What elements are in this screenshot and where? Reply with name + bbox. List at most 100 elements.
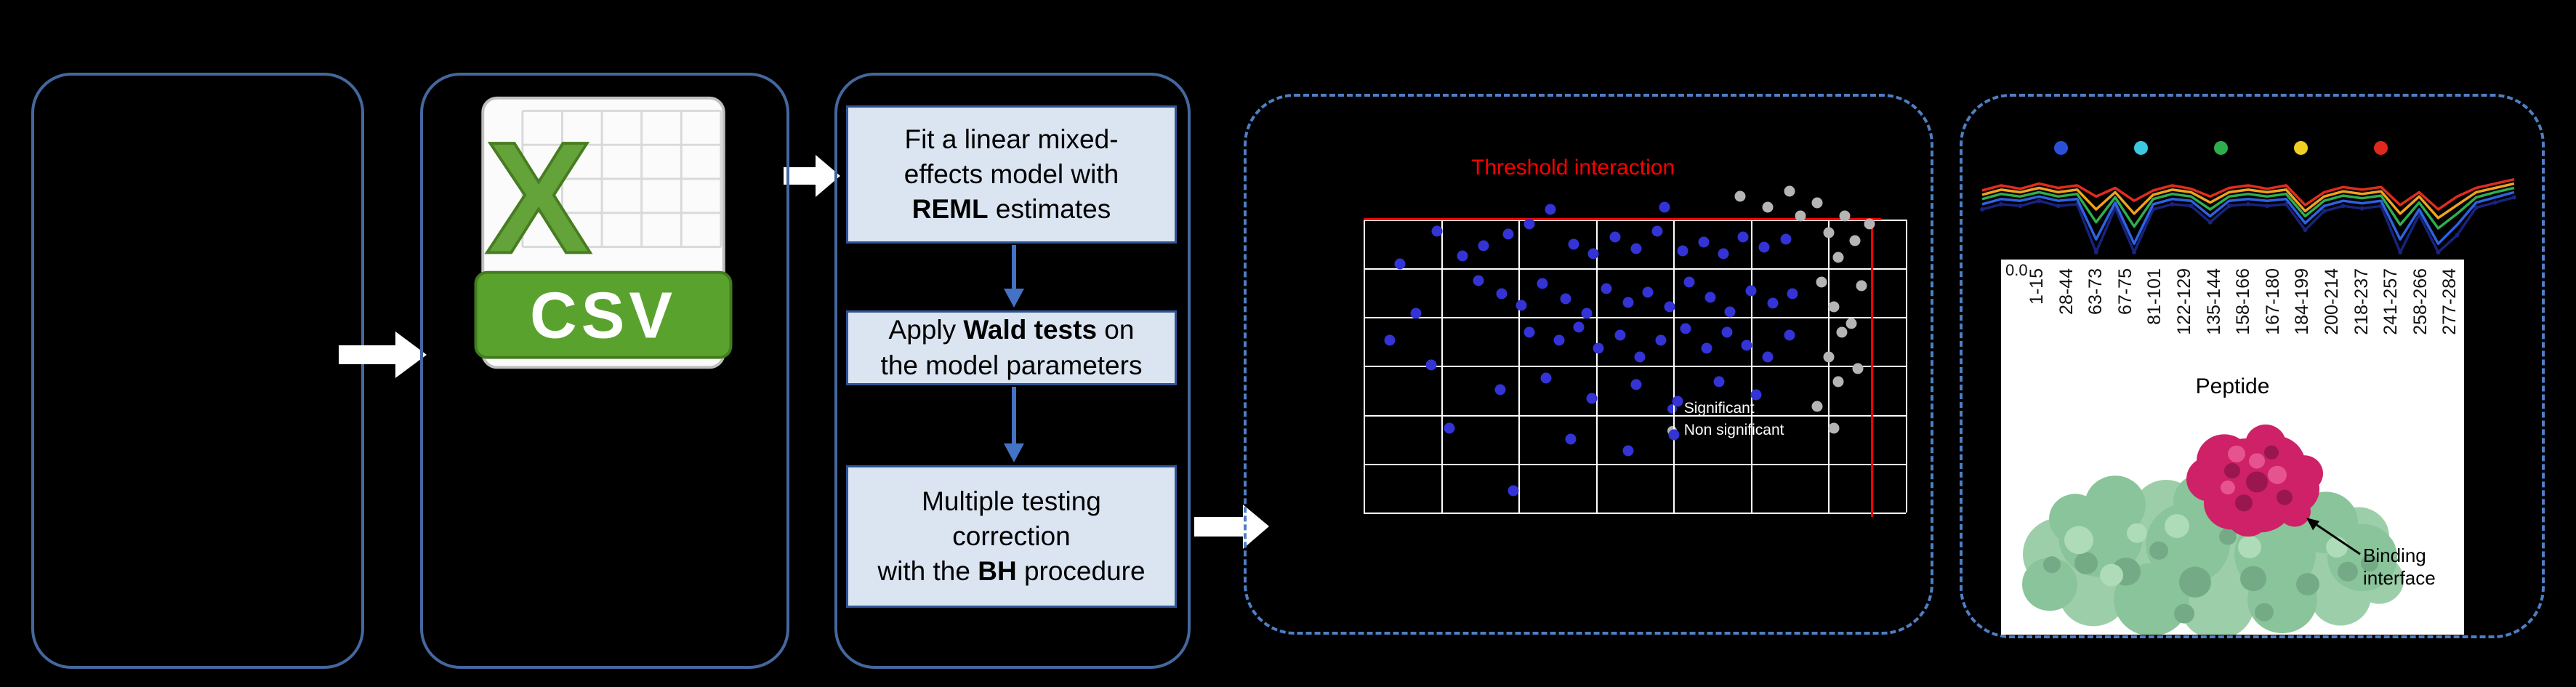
scatter-point-grey-points	[1836, 326, 1848, 338]
pipeline-step-wald: Apply Wald tests on the model parameters	[846, 310, 1177, 385]
scatter-gridline	[1364, 463, 1906, 465]
condition-dot-icon	[2294, 141, 2308, 155]
spreadsheet-grid	[521, 109, 723, 249]
line-marker	[2265, 204, 2270, 209]
scatter-point-blue-points	[1537, 278, 1548, 289]
csv-file-icon: X CSV	[474, 96, 733, 369]
line-marker	[2037, 198, 2042, 204]
scatter-point-blue-points	[1745, 285, 1757, 297]
arrow-down-icon	[1004, 245, 1024, 308]
line-series-blue	[1981, 190, 2515, 245]
peptide-tick-label: 63-73	[2085, 268, 2106, 315]
scatter-gridline	[1750, 220, 1752, 513]
scatter-gridline	[1364, 220, 1906, 221]
scatter-point-blue-points	[1384, 334, 1396, 346]
scatter-point-blue-points	[1787, 288, 1798, 300]
peptide-tick-label: 258-266	[2410, 268, 2431, 335]
scatter-gridline	[1906, 220, 1907, 513]
scatter-gridline	[1364, 512, 1906, 514]
scatter-point-blue-points	[1664, 301, 1675, 313]
binding-interface-caption: Binding interface	[2363, 545, 2436, 590]
condition-dot-icon	[2374, 141, 2388, 155]
scatter-gridline	[1364, 414, 1906, 417]
scatter-gridline	[1518, 220, 1521, 513]
scatter-point-blue-points	[1410, 308, 1422, 319]
threshold-line-vertical	[1871, 220, 1874, 518]
scatter-plot: Significant Non significant	[1364, 185, 1907, 521]
panel-scatter-results	[1244, 94, 1933, 635]
line-marker	[2303, 228, 2308, 233]
scatter-point-blue-points	[1655, 334, 1667, 346]
scatter-point-blue-points	[1634, 351, 1646, 363]
scatter-point-grey-points	[1856, 280, 1867, 292]
scatter-point-blue-points	[1630, 243, 1642, 254]
scatter-point-blue-points	[1431, 225, 1443, 237]
peptide-tick-label: 135-144	[2203, 268, 2224, 335]
peptide-tick-label: 1-15	[2026, 268, 2047, 305]
scatter-point-blue-points	[1683, 276, 1695, 288]
scatter-point-blue-points	[1784, 329, 1795, 341]
scatter-point-grey-points	[1828, 301, 1840, 313]
csv-banner	[474, 270, 733, 359]
scatter-point-blue-points	[1622, 297, 1634, 308]
scatter-legend-item: Non significant	[1667, 422, 1784, 439]
scatter-point-blue-points	[1516, 300, 1527, 311]
legend-label: Non significant	[1683, 422, 1784, 439]
scatter-point-blue-points	[1767, 297, 1779, 309]
peptide-tick-labels: 1-15 28-44 63-73 67-75 81-101 122-129 135-144 1…	[2001, 260, 2464, 383]
scatter-gridline	[1441, 220, 1443, 513]
scatter-point-blue-points	[1502, 228, 1514, 240]
scatter-point-grey-points	[1839, 210, 1851, 222]
condition-dot-icon	[2054, 141, 2068, 155]
binding-caption-line2: interface	[2363, 567, 2436, 590]
scatter-point-blue-points	[1659, 201, 1670, 213]
scatter-point-blue-points	[1630, 379, 1642, 390]
scatter-point-blue-points	[1601, 283, 1612, 294]
peptide-tick-label: 241-257	[2380, 268, 2402, 335]
scatter-point-blue-points	[1473, 275, 1484, 286]
scatter-point-blue-points	[1750, 389, 1762, 401]
scatter-point-blue-points	[1478, 240, 1489, 252]
scatter-point-grey-points	[1832, 376, 1844, 387]
threshold-interaction-label: Threshold interaction	[1471, 156, 1675, 180]
scatter-point-blue-points	[1394, 258, 1406, 270]
condition-dot-icon	[2214, 141, 2228, 155]
peptide-tick-label: 218-237	[2351, 268, 2372, 335]
peptide-tick-label: 67-75	[2114, 268, 2136, 315]
scatter-point-grey-points	[1852, 363, 1864, 374]
line-marker	[2340, 204, 2346, 209]
scatter-point-blue-points	[1680, 323, 1691, 334]
line-marker	[1999, 201, 2004, 206]
peptide-axis-panel: 0.0 1-15 28-44 63-73 67-75 81-101 122-129 135-…	[2001, 260, 2464, 635]
panel-statistical-pipeline	[834, 73, 1191, 669]
peptide-tick-label: 158-166	[2233, 268, 2254, 335]
scatter-point-blue-points	[1701, 342, 1712, 354]
scatter-point-grey-points	[1849, 235, 1861, 246]
scatter-point-grey-points	[1762, 201, 1774, 213]
pipeline-step-bh: Multiple testing correction with the BH pr…	[846, 465, 1177, 608]
scatter-point-blue-points	[1565, 433, 1577, 445]
scatter-point-blue-points	[1672, 395, 1683, 407]
protein-structure-image	[2022, 424, 2404, 635]
scatter-point-blue-points	[1741, 340, 1752, 350]
binding-interface-arrow-icon	[2306, 518, 2361, 555]
scatter-point-grey-points	[1823, 351, 1835, 363]
line-marker	[2132, 250, 2137, 254]
scatter-point-blue-points	[1553, 334, 1565, 346]
peptide-tick-label: 167-180	[2262, 268, 2283, 335]
scatter-point-blue-points	[1721, 326, 1733, 338]
scatter-point-blue-points	[1718, 248, 1729, 260]
scatter-point-blue-points	[1724, 306, 1736, 318]
scatter-point-blue-points	[1698, 236, 1710, 248]
scatter-gridline	[1596, 220, 1598, 513]
line-marker	[2226, 204, 2231, 209]
scatter-plot-area: Threshold interaction Threshold estimate…	[1349, 156, 1923, 526]
scatter-point-grey-points	[1795, 210, 1806, 222]
threshold-line-horizontal	[1364, 218, 1882, 220]
legend-label: Significant	[1683, 400, 1755, 417]
line-marker	[2207, 220, 2213, 225]
scatter-point-blue-points	[1614, 329, 1626, 341]
scatter-point-blue-points	[1444, 422, 1455, 434]
scatter-gridline	[1828, 220, 1830, 513]
line-marker	[2189, 204, 2194, 209]
